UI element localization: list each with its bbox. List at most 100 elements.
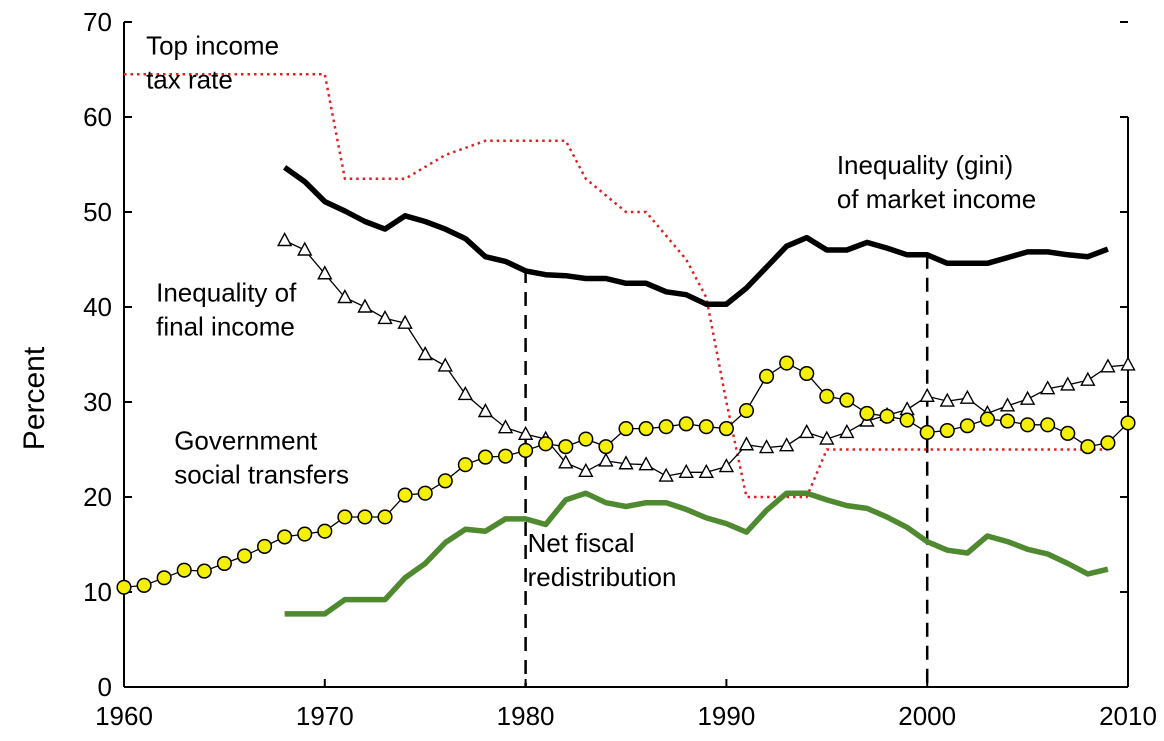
data-point-gini_final (819, 430, 835, 445)
data-point-gini_final (1019, 390, 1036, 405)
annotation-line: Inequality of (156, 277, 297, 307)
data-point-gov_transfers (759, 368, 775, 384)
data-point-gov_transfers (939, 422, 955, 439)
series-gini_market (283, 165, 1109, 307)
data-point-gini_final (497, 419, 514, 434)
data-point-gov_transfers (738, 403, 755, 419)
data-point-gini_final (678, 463, 694, 478)
data-point-gov_transfers (919, 424, 935, 440)
data-point-gov_transfers (999, 413, 1016, 429)
series-top_tax (124, 73, 1108, 499)
data-point-gov_transfers (638, 421, 654, 437)
annotation-line: Government (174, 426, 318, 456)
series-line-net_fiscal (284, 490, 1109, 617)
data-point-gov_transfers (277, 529, 293, 545)
data-point-gini_final (357, 298, 373, 313)
data-point-gini_final (437, 357, 453, 372)
y-tick-label: 50 (83, 197, 112, 227)
annotation-line: redistribution (528, 562, 677, 592)
data-point-gov_transfers (236, 548, 253, 564)
data-point-gini_final (337, 289, 353, 304)
x-tick-label: 1960 (95, 701, 153, 731)
series-line-gini_market (283, 165, 1109, 307)
data-point-gini_final (1080, 371, 1096, 386)
data-point-gov_transfers (979, 411, 995, 427)
data-point-gov_transfers (578, 431, 594, 447)
annotation-line: Net fiscal (528, 528, 635, 558)
data-point-gini_final (1120, 356, 1136, 371)
x-tick-label: 2000 (898, 701, 956, 731)
data-point-gov_transfers (618, 421, 634, 437)
data-point-gov_transfers (839, 392, 855, 408)
data-point-gov_transfers (417, 485, 433, 501)
annotation-line: Inequality (gini) (837, 150, 1013, 180)
data-point-gov_transfers (879, 408, 895, 424)
axes: 0 10 20 30 40 50 60 70 1960 1970 1980 1990 2000 2010 (83, 7, 1157, 731)
series-line-top_tax (124, 73, 1108, 499)
data-point-gini_final (658, 467, 674, 482)
data-point-gov_transfers (457, 457, 473, 473)
data-point-gov_transfers (477, 449, 493, 465)
data-point-gov_transfers (1120, 415, 1136, 431)
x-tick-label: 1990 (697, 701, 755, 731)
x-tick-label: 1970 (296, 701, 354, 731)
data-point-gov_transfers (1020, 417, 1036, 433)
series-line-gini_final (284, 239, 1129, 477)
data-point-gov_transfers (116, 579, 132, 595)
y-axis-label: Percent (18, 346, 51, 450)
data-point-gov_transfers (437, 473, 453, 489)
data-point-gov_transfers (196, 563, 212, 579)
data-point-gini_final (477, 403, 494, 418)
y-tick-label: 70 (83, 7, 112, 37)
data-point-gov_transfers (156, 570, 172, 586)
data-point-gov_transfers (1080, 439, 1096, 455)
annotation-gov_transfers: Government social transfers (174, 426, 349, 490)
data-point-gini_final (417, 346, 433, 361)
annotation-top_tax: Top income tax rate (146, 30, 279, 94)
data-point-gov_transfers (658, 419, 674, 435)
data-point-gini_final (317, 265, 333, 280)
y-tick-label: 10 (83, 577, 112, 607)
data-point-gini_final (999, 397, 1016, 412)
data-point-gov_transfers (216, 555, 232, 572)
y-tick-label: 60 (83, 102, 112, 132)
data-point-gini_final (939, 392, 955, 407)
data-point-gini_final (698, 463, 714, 478)
data-point-gov_transfers (799, 365, 815, 382)
annotation-net_fiscal: Net fiscal redistribution (528, 528, 677, 592)
annotation-line: of market income (837, 184, 1036, 214)
x-tick-label: 2010 (1099, 701, 1157, 731)
data-point-gini_final (517, 425, 534, 440)
data-point-gini_final (457, 385, 474, 401)
y-tick-label: 40 (83, 292, 112, 322)
annotation-gini_market: Inequality (gini) of market income (837, 150, 1036, 214)
data-point-gini_final (919, 387, 935, 402)
data-point-gov_transfers (297, 526, 313, 542)
data-point-gov_transfers (698, 419, 714, 435)
data-point-gini_final (377, 309, 393, 325)
annotation-gini_final: Inequality of final income (156, 277, 297, 341)
reference-lines (524, 254, 929, 687)
data-point-gini_final (718, 458, 735, 473)
data-point-gini_final (578, 462, 594, 478)
data-point-gov_transfers (1060, 425, 1076, 441)
data-point-gini_final (638, 456, 654, 471)
data-point-gov_transfers (257, 538, 273, 554)
data-point-gini_final (738, 436, 755, 451)
data-point-gini_final (1060, 376, 1076, 391)
data-point-gov_transfers (899, 412, 915, 428)
data-point-gov_transfers (377, 509, 393, 525)
data-point-gov_transfers (317, 523, 333, 539)
data-point-gov_transfers (518, 442, 534, 459)
data-point-gov_transfers (538, 436, 554, 452)
series-gini_final (276, 232, 1136, 482)
data-point-gov_transfers (357, 509, 373, 525)
data-point-gini_final (778, 437, 795, 452)
data-point-gov_transfers (859, 405, 875, 421)
data-point-gov_transfers (1040, 417, 1056, 433)
x-tick-label: 1980 (497, 701, 555, 731)
data-point-gov_transfers (497, 448, 514, 464)
data-point-gini_final (598, 452, 614, 467)
data-point-gov_transfers (397, 487, 413, 503)
